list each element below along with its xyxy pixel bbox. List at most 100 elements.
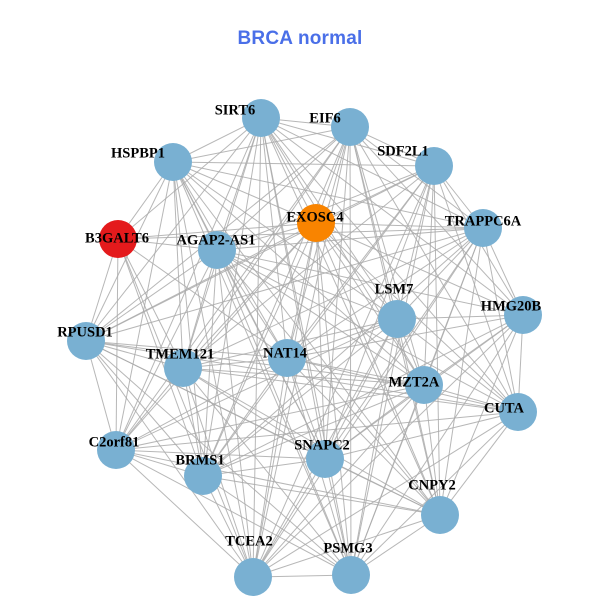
graph-node[interactable] (198, 231, 236, 269)
graph-edge (252, 411, 519, 578)
graph-node[interactable] (499, 393, 537, 431)
graph-node[interactable] (421, 496, 459, 534)
graph-edge (115, 318, 398, 451)
graph-edge (286, 357, 425, 386)
graph-edge (85, 340, 425, 386)
graph-edge (315, 222, 441, 516)
graph-node[interactable] (67, 322, 105, 360)
graph-edge (439, 411, 519, 516)
graph-edge (202, 314, 524, 477)
graph-node[interactable] (99, 220, 137, 258)
graph-edge (286, 165, 435, 359)
graph-edge (260, 117, 524, 316)
page-title: BRCA normal (237, 28, 363, 49)
graph-edge (202, 384, 425, 477)
graph-edge (202, 458, 326, 477)
graph-edge (172, 161, 352, 576)
graph-edge (216, 249, 352, 576)
graph-edge (182, 227, 484, 369)
graph-node[interactable] (405, 366, 443, 404)
graph-edge (172, 161, 204, 477)
graph-edge (349, 126, 352, 576)
graph-edge (315, 222, 326, 460)
graph-edge (216, 227, 484, 251)
graph-node[interactable] (164, 349, 202, 387)
graph-edge (260, 117, 317, 224)
graph-edge (350, 384, 425, 576)
graph-edge (252, 384, 425, 578)
graph-edge (182, 367, 326, 460)
graph-node[interactable] (306, 440, 344, 478)
graph-edge (216, 249, 398, 320)
graph-node[interactable] (154, 143, 192, 181)
graph-edge (252, 514, 441, 578)
graph-edge (252, 458, 326, 578)
graph-node[interactable] (97, 431, 135, 469)
graph-node[interactable] (415, 147, 453, 185)
graph-edge (324, 227, 484, 460)
graph-edge (172, 161, 317, 224)
graph-edge (315, 222, 398, 320)
graph-edge (423, 384, 441, 516)
graph-edge (324, 318, 398, 460)
graph-edge (85, 340, 204, 477)
graph-edge (85, 117, 262, 342)
graph-node[interactable] (464, 209, 502, 247)
graph-edge (286, 357, 519, 413)
graph-edge (396, 227, 484, 320)
graph-node[interactable] (504, 296, 542, 334)
graph-edge (85, 249, 218, 342)
graph-edge (260, 117, 288, 359)
graph-edge (182, 222, 317, 369)
graph-node[interactable] (234, 558, 272, 596)
node-layer[interactable] (67, 99, 542, 596)
graph-edge (115, 222, 317, 451)
graph-edge (117, 238, 204, 477)
graph-edge (85, 340, 352, 576)
graph-edge (202, 357, 288, 477)
graph-edge (216, 249, 519, 413)
graph-edge (286, 314, 524, 359)
graph-edge (433, 165, 519, 413)
graph-edge (202, 165, 435, 477)
graph-edge (349, 126, 425, 386)
graph-node[interactable] (332, 556, 370, 594)
graph-edge (182, 367, 352, 576)
graph-edge (396, 314, 524, 320)
graph-edge (85, 227, 484, 342)
graph-node[interactable] (268, 339, 306, 377)
graph-edge (286, 318, 398, 359)
graph-edge (85, 340, 254, 578)
graph-edge (115, 249, 218, 451)
graph-edge (260, 117, 326, 460)
graph-edge (182, 367, 519, 413)
graph-edge (182, 126, 351, 369)
graph-edge (315, 222, 484, 229)
graph-node[interactable] (184, 457, 222, 495)
graph-edge (115, 384, 425, 451)
graph-edge (439, 227, 484, 516)
graph-edge (252, 227, 484, 578)
graph-edge (396, 165, 435, 320)
graph-edge (324, 411, 519, 460)
graph-edge (85, 222, 317, 342)
graph-edge (286, 357, 441, 516)
graph-node[interactable] (331, 108, 369, 146)
graph-edge (172, 126, 351, 163)
graph-edge (324, 384, 425, 460)
graph-node[interactable] (378, 300, 416, 338)
graph-edge (172, 161, 435, 167)
graph-edge (349, 126, 524, 316)
graph-edge (115, 411, 519, 451)
graph-edge (182, 367, 425, 386)
graph-node[interactable] (242, 99, 280, 137)
graph-edge (115, 449, 352, 576)
graph-edge (202, 475, 352, 576)
graph-edge (202, 249, 218, 477)
graph-edge (202, 318, 398, 477)
graph-edge (350, 314, 524, 576)
graph-node[interactable] (297, 204, 335, 242)
graph-edge (202, 475, 441, 516)
